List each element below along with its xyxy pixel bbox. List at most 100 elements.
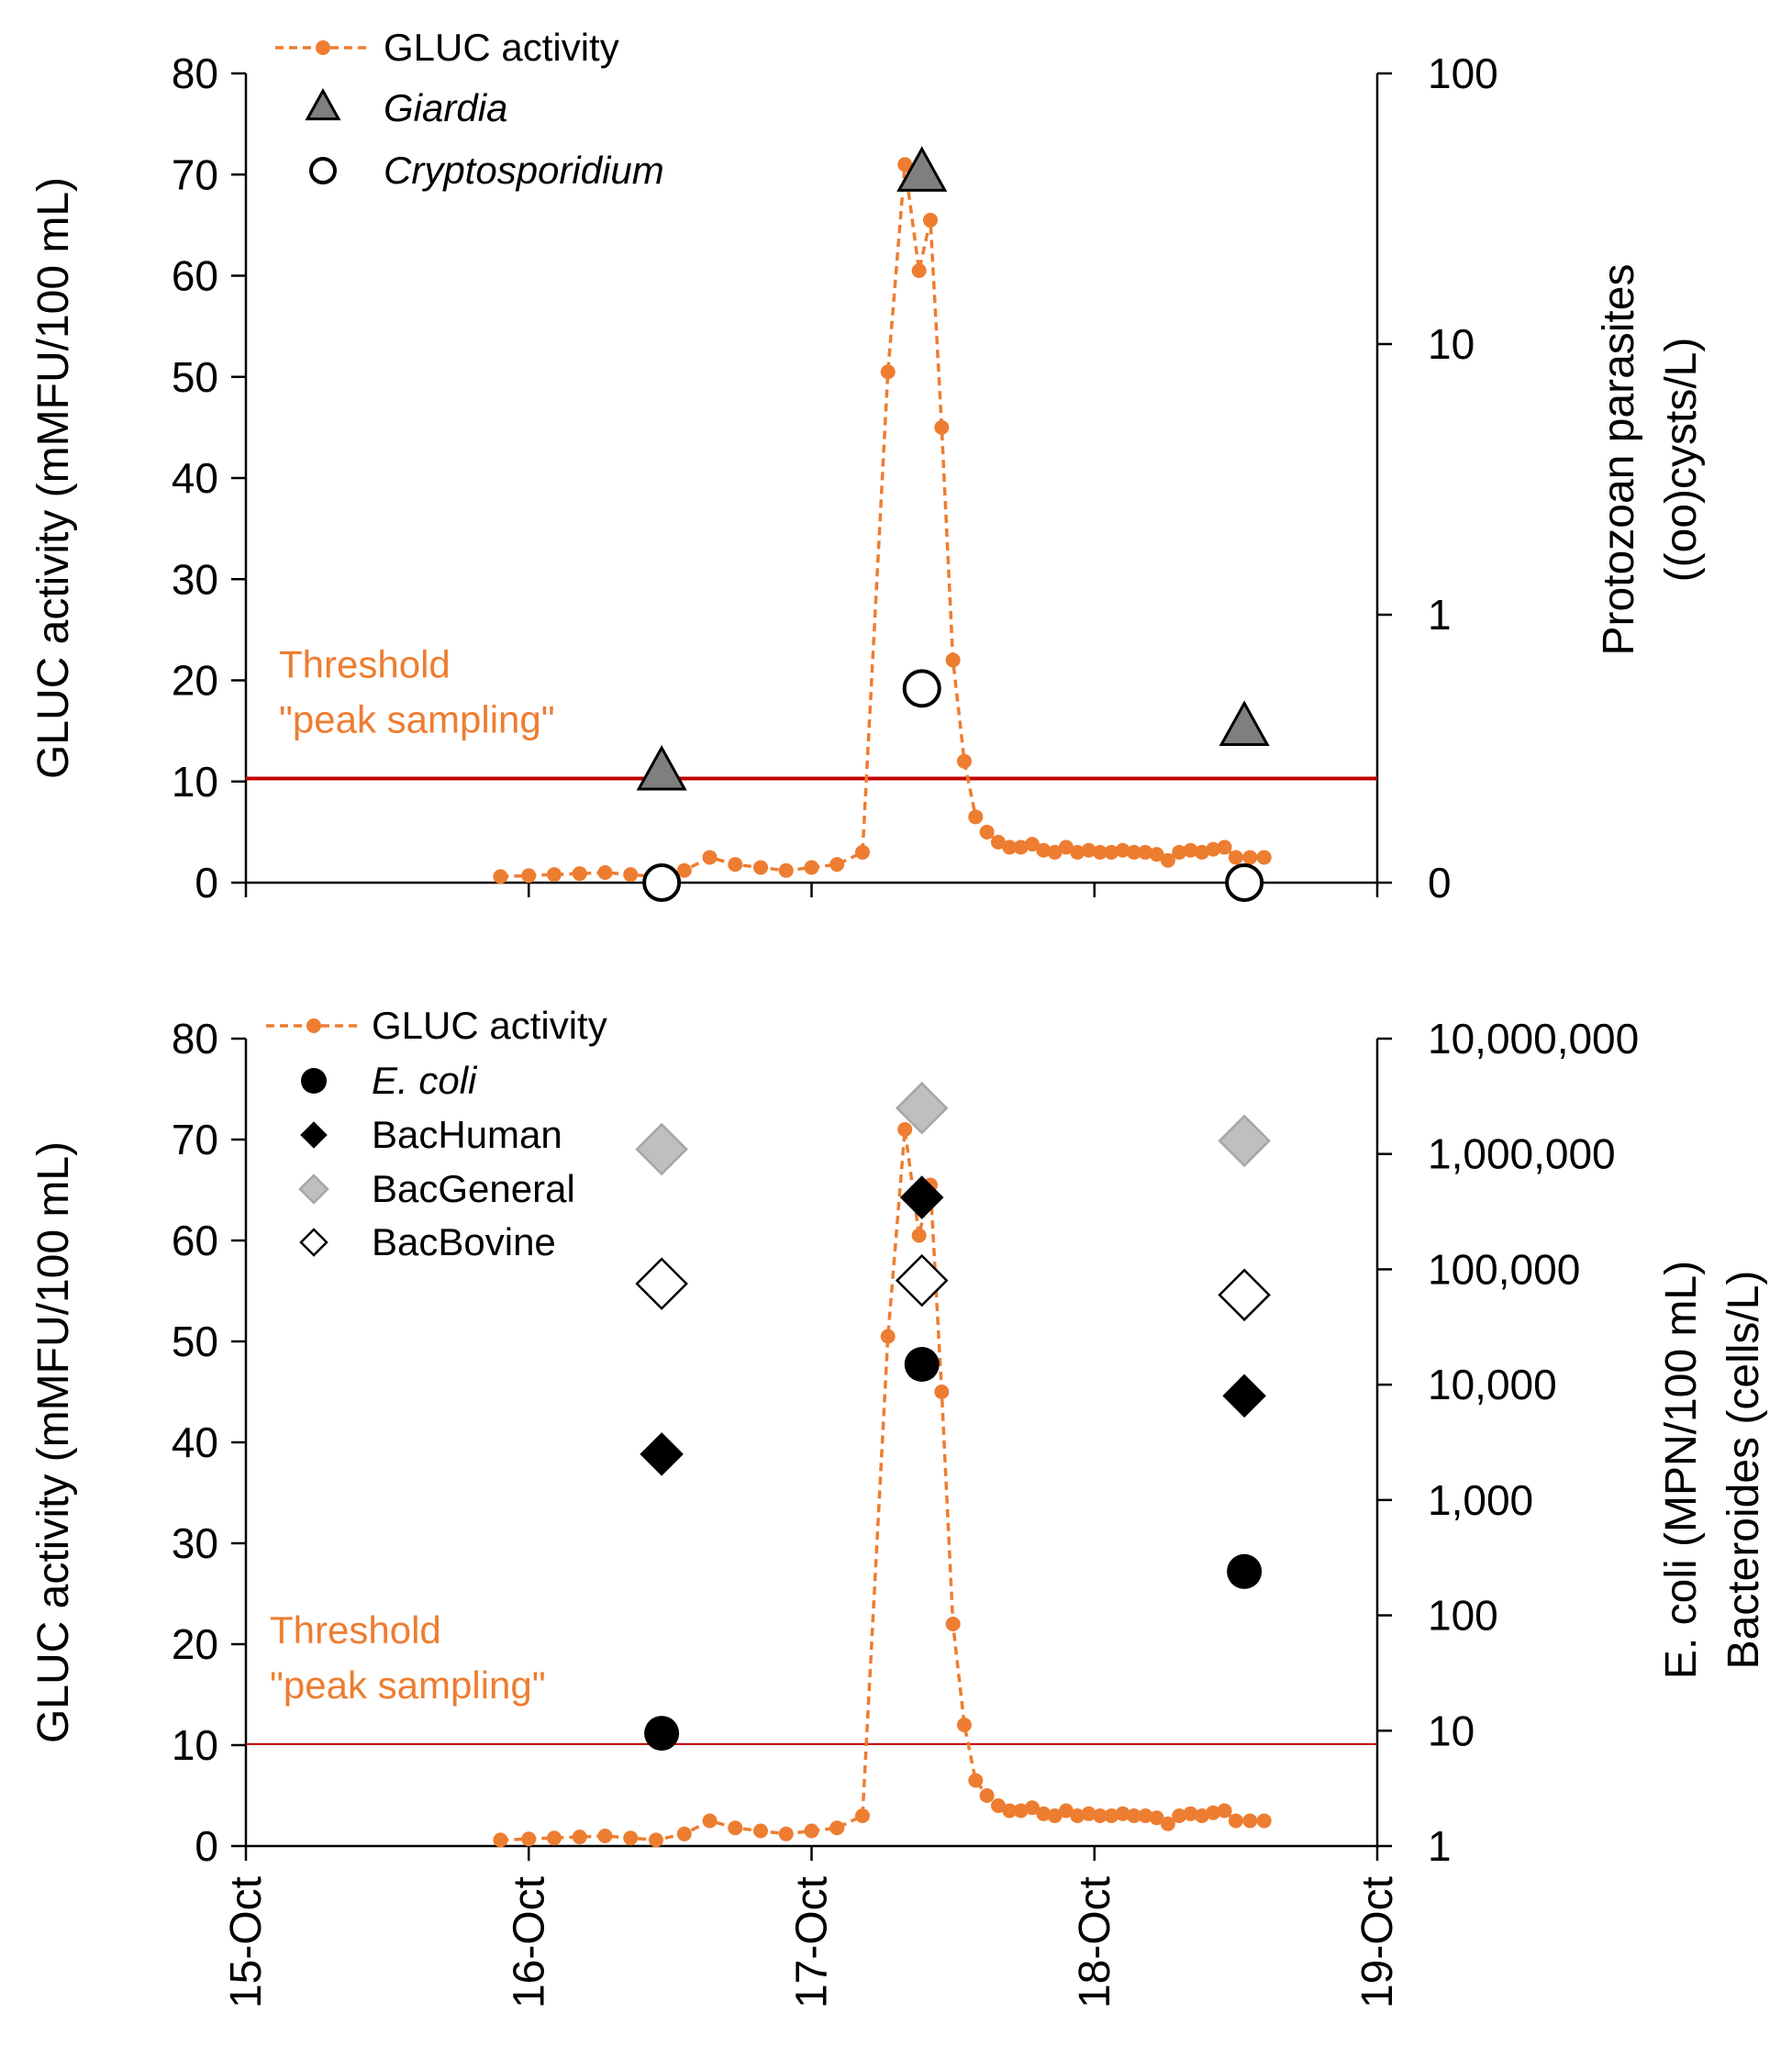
bottom-y-tick-label: 70 (172, 1116, 218, 1163)
bottom-gluc-point (956, 1718, 972, 1732)
top-y-tick-label: 10 (172, 758, 218, 806)
x-tick-label: 16-Oct (505, 1876, 553, 2008)
bottom-gluc-point (1194, 1808, 1209, 1823)
giardia-point (1219, 700, 1270, 747)
giardia-point (896, 146, 948, 192)
top-gluc-point (753, 860, 769, 875)
bottom-y2-tick-label: 10,000 (1428, 1361, 1557, 1408)
top-gluc-point (1115, 842, 1130, 858)
bottom-gluc-point (1047, 1808, 1063, 1823)
legend-giardia-icon (305, 87, 341, 121)
bottom-gluc-point (521, 1831, 537, 1847)
bottom-gluc-point (1228, 1813, 1243, 1829)
legend-gluc-label: GLUC activity (384, 26, 619, 69)
bottom-gluc-point (1160, 1816, 1175, 1831)
bachuman-point (640, 1432, 684, 1476)
bottom-gluc-point (728, 1820, 743, 1836)
top-y2-tick-label: 100 (1428, 50, 1498, 97)
bottom-gluc-point (1183, 1806, 1198, 1821)
bottom-y2-tick-label: 100,000 (1428, 1245, 1580, 1293)
top-threshold-label-line-2: "peak sampling" (279, 697, 555, 740)
giardia-point (636, 744, 687, 791)
legend2-bachuman-icon (300, 1121, 328, 1149)
bottom-gluc-point (829, 1820, 845, 1836)
top-gluc-point (911, 262, 927, 278)
top-gluc-point (945, 652, 961, 668)
top-gluc-point (1183, 842, 1198, 858)
top-y-tick-label: 20 (172, 657, 218, 705)
top-gluc-point (1092, 844, 1107, 860)
bottom-gluc-point (1256, 1813, 1272, 1829)
bottom-gluc-point (1242, 1813, 1258, 1829)
legend2-gluc-dot-icon (306, 1018, 321, 1033)
bottom-gluc-point (1058, 1803, 1074, 1819)
bottom-gluc-point (1126, 1808, 1141, 1823)
bacgeneral-point (635, 1122, 688, 1176)
bottom-y-tick-label: 60 (172, 1217, 218, 1264)
top-gluc-point (702, 850, 718, 865)
bottom-gluc-point (1024, 1800, 1040, 1816)
bottom-gluc-point (804, 1823, 819, 1839)
top-y2-tick-label: 10 (1428, 320, 1475, 368)
top-gluc-point (1160, 852, 1175, 868)
bottom-y-tick-label: 50 (172, 1318, 218, 1365)
bottom-y2-tick-label: 1 (1428, 1822, 1452, 1870)
top-gluc-point (1217, 840, 1232, 855)
bacbovine-point (895, 1253, 949, 1307)
top-gluc-point (1126, 844, 1141, 860)
ecoli-point (1227, 1553, 1263, 1589)
legend2-bacbovine-label: BacBovine (372, 1220, 556, 1263)
bottom-gluc-point (1013, 1803, 1029, 1819)
top-y2-tick-label: 0 (1428, 859, 1452, 907)
top-gluc-point (521, 868, 537, 884)
top-y-tick-label: 60 (172, 252, 218, 300)
top-gluc-point (829, 857, 845, 873)
bottom-gluc-point (778, 1826, 794, 1841)
top-gluc-point (1256, 850, 1272, 865)
legend-cryptosporidium-label: Cryptosporidium (384, 149, 664, 192)
bottom-gluc-point (1092, 1808, 1107, 1823)
bacgeneral-point (895, 1081, 949, 1135)
bottom-y-tick-label: 80 (172, 1015, 218, 1062)
bottom-gluc-point (1172, 1808, 1187, 1823)
bottom-gluc-point (623, 1830, 639, 1846)
bottom-gluc-point (880, 1329, 896, 1344)
top-gluc-point (804, 860, 819, 875)
bottom-y2-axis-label-line-2: Bacteroides (cells/L) (1720, 1271, 1768, 1670)
top-gluc-point (1138, 844, 1153, 860)
bottom-gluc-point (979, 1788, 995, 1803)
bottom-gluc-point (1138, 1808, 1153, 1823)
legend2-ecoli-label: E. coli (372, 1059, 478, 1102)
top-threshold-label-line-1: Threshold (279, 642, 451, 685)
top-gluc-point (1228, 850, 1243, 865)
top-gluc-point (778, 862, 794, 878)
bottom-gluc-point (493, 1832, 508, 1848)
legend-gluc-dot-icon (316, 40, 330, 55)
top-y-axis-label: GLUC activity (mMFU/100 mL) (29, 177, 78, 779)
bottom-gluc-point (1036, 1806, 1052, 1821)
x-tick-label: 15-Oct (222, 1876, 271, 2008)
bottom-gluc-point (934, 1385, 950, 1399)
legend-cryptosporidium-icon (309, 157, 337, 184)
top-gluc-point (1172, 844, 1187, 860)
top-gluc-point (990, 834, 1006, 850)
top-y2-axis-label-line-2: ((oo)cysts/L) (1657, 338, 1706, 583)
top-y2-axis-label-line-1: Protozoan parasites (1595, 264, 1643, 656)
legend2-bachuman-label: BacHuman (372, 1113, 562, 1156)
top-gluc-point (728, 857, 743, 873)
bottom-gluc-point (1002, 1803, 1018, 1819)
top-gluc-point (968, 809, 984, 825)
top-gluc-point (623, 867, 639, 883)
bottom-gluc-point (648, 1832, 663, 1848)
bottom-gluc-point (676, 1826, 692, 1841)
top-gluc-point (1013, 840, 1029, 855)
bachuman-point (899, 1175, 944, 1219)
bottom-gluc-point (945, 1617, 961, 1631)
top-gluc-point (493, 869, 508, 884)
bottom-y-tick-label: 40 (172, 1418, 218, 1466)
bottom-threshold-label-line-1: Threshold (270, 1608, 441, 1652)
bottom-gluc-point (990, 1798, 1006, 1813)
top-gluc-point (854, 844, 870, 860)
top-gluc-point (1194, 844, 1209, 860)
